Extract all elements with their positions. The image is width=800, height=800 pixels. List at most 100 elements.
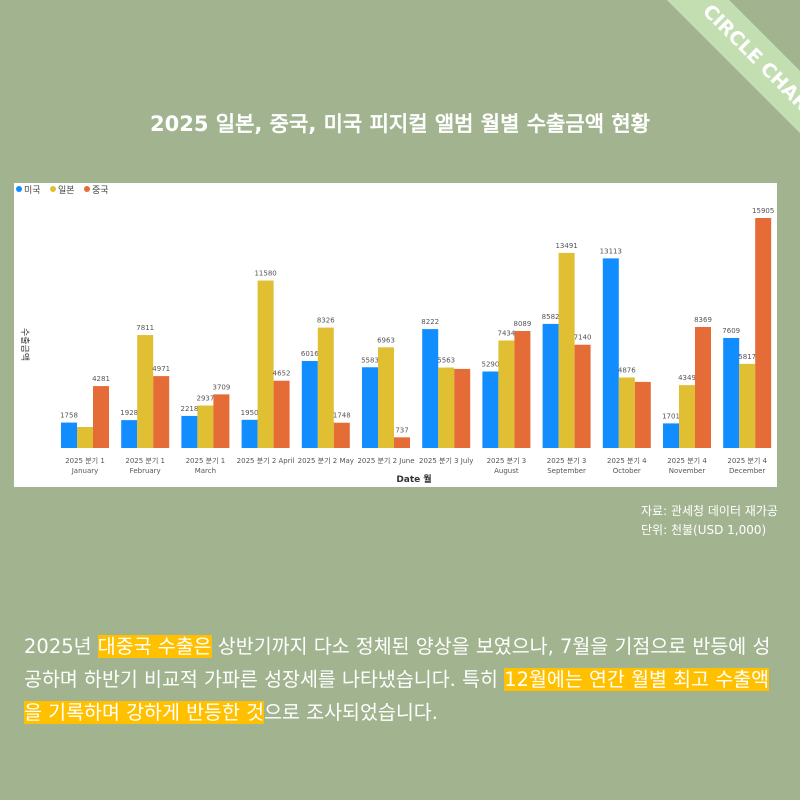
source-text: 자료: 관세청 데이터 재가공 (641, 504, 778, 518)
data-label: 4349 (678, 374, 696, 382)
data-label: 8582 (542, 313, 560, 321)
data-label: 5290 (481, 361, 499, 369)
data-label: 6963 (377, 336, 395, 344)
chart-title: 2025 일본, 중국, 미국 피지컬 앨범 월별 수출금액 현황 (150, 112, 650, 136)
bar-중국 (93, 386, 109, 448)
bar-일본 (739, 363, 756, 448)
bar-일본 (618, 377, 635, 448)
bar-미국 (422, 329, 439, 448)
data-label: 13113 (600, 247, 622, 255)
bar-미국 (121, 420, 138, 448)
bar-중국 (333, 422, 350, 448)
legend-marker (84, 186, 90, 192)
x-tick-label: 2025 분기 4 (727, 456, 767, 465)
legend-marker (16, 186, 22, 192)
chart-panel: 미국 일본 중국 수출금액 1758 4281 2025 분기 1 January 1928 78… (14, 183, 777, 487)
legend-label: 일본 (58, 185, 75, 196)
body-text: 으로 조사되었습니다. (264, 701, 438, 724)
data-label: 8369 (694, 316, 712, 324)
data-label: 5817 (738, 353, 756, 361)
data-label: 737 (395, 426, 408, 434)
x-tick-label: December (729, 467, 765, 475)
bar-중국 (213, 394, 230, 448)
bar-일본 (679, 385, 695, 448)
data-label: 1758 (60, 412, 78, 420)
x-tick-label: August (494, 467, 519, 475)
bar-일본 (137, 335, 154, 448)
bar-미국 (663, 423, 679, 448)
bar-중국 (634, 381, 651, 448)
bar-중국 (695, 326, 711, 448)
x-tick-label: 2025 분기 2 April (237, 456, 295, 465)
bar-일본 (257, 280, 274, 448)
bar-미국 (482, 371, 499, 448)
data-label: 15905 (752, 207, 774, 215)
data-label: 1748 (333, 412, 351, 420)
data-label: 4876 (618, 366, 636, 374)
brand-label: CIRCLE CHART (698, 0, 800, 124)
data-label: 13491 (555, 242, 577, 250)
x-tick-label: 2025 분기 3 (547, 456, 587, 465)
data-label: 7811 (136, 324, 154, 332)
bar-중국 (755, 218, 772, 448)
bar-미국 (241, 419, 258, 448)
x-tick-label: 2025 분기 4 (607, 456, 647, 465)
bar-중국 (574, 344, 591, 448)
data-label: 2937 (196, 395, 214, 403)
bar-중국 (273, 380, 290, 448)
x-tick-label: 2025 분기 1 (125, 456, 165, 465)
bar-미국 (362, 367, 378, 448)
legend-marker (50, 186, 56, 192)
x-tick-label: 2025 분기 4 (667, 456, 707, 465)
x-axis-label: Date 월 (396, 473, 431, 485)
x-tick-label: January (71, 467, 99, 475)
data-label: 7609 (722, 327, 740, 335)
legend-label: 미국 (24, 185, 41, 196)
summary-paragraph: 2025년 대중국 수출은 상반기까지 다소 정체된 양상을 보였으나, 7월을… (24, 630, 784, 729)
bar-중국 (514, 331, 531, 448)
x-tick-label: February (130, 467, 161, 475)
bar-일본 (558, 252, 575, 448)
x-tick-label: 2025 분기 3 (487, 456, 527, 465)
data-label: 4971 (152, 365, 170, 373)
data-label: 8089 (513, 320, 531, 328)
bar-일본 (498, 340, 515, 448)
data-label: 8326 (317, 317, 335, 325)
data-label: 7140 (574, 334, 592, 342)
x-tick-label: 2025 분기 2 May (298, 456, 354, 465)
data-label: 4281 (92, 375, 110, 383)
bar-일본 (438, 367, 455, 448)
bar-미국 (542, 323, 559, 448)
x-tick-label: 2025 분기 1 (186, 456, 226, 465)
data-label: 3709 (212, 383, 230, 391)
data-label: 6016 (301, 350, 319, 358)
x-tick-label: November (669, 467, 706, 475)
data-label: 8222 (421, 318, 439, 326)
x-tick-label: 2025 분기 3 July (419, 456, 473, 465)
bar-중국 (153, 376, 170, 448)
bar-일본 (378, 347, 394, 448)
x-tick-label: October (613, 467, 641, 475)
data-label: 11580 (254, 270, 276, 278)
x-tick-label: September (547, 467, 586, 475)
unit-text: 단위: 천불(USD 1,000) (641, 523, 767, 537)
bar-미국 (61, 422, 77, 448)
bar-일본 (317, 327, 334, 448)
bar-일본 (197, 405, 214, 448)
body-text: 상반기까지 다소 정체된 양상을 보였으나, 7월을 기점으로 반등에 성공하며… (24, 635, 771, 691)
source-note: 자료: 관세청 데이터 재가공 단위: 천불(USD 1,000) (641, 502, 778, 540)
data-label: 1701 (662, 412, 680, 420)
data-label: 7434 (497, 329, 515, 337)
bar-미국 (723, 337, 740, 448)
data-label: 5563 (437, 357, 455, 365)
x-tick-label: 2025 분기 2 June (357, 456, 414, 465)
bar-일본 (77, 427, 93, 448)
data-label: 1950 (241, 409, 259, 417)
bar-미국 (602, 258, 619, 448)
data-label: 5583 (361, 356, 379, 364)
bar-중국 (454, 368, 471, 448)
bar-중국 (394, 437, 410, 448)
brand-ribbon: CIRCLE CHART (638, 0, 800, 184)
bar-미국 (181, 415, 198, 448)
